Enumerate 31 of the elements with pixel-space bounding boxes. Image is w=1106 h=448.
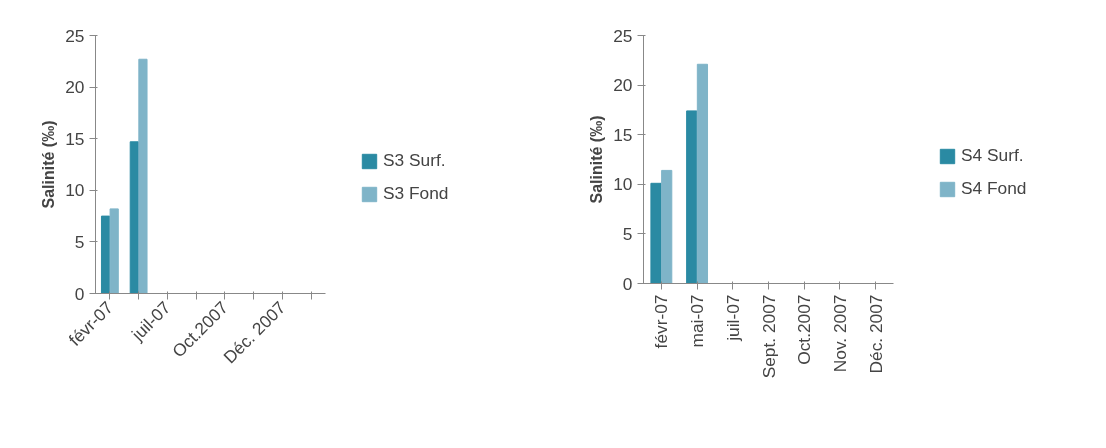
x-tick-label: Déc. 2007: [865, 294, 886, 374]
y-axis-title: Salinité (‰): [588, 115, 606, 204]
legend-label: S4 Surf.: [961, 145, 1024, 166]
x-tick-label: Oct.2007: [794, 294, 815, 365]
y-tick-label: 10: [613, 174, 633, 195]
y-tick-label: 25: [65, 25, 85, 46]
y-tick-label: 15: [65, 128, 85, 149]
x-tick-label: mai-07: [687, 294, 708, 348]
y-tick-label: 20: [613, 75, 633, 96]
y-axis-title: Salinité (‰): [40, 120, 58, 209]
y-tick-label: 10: [65, 180, 85, 201]
y-tick-label: 25: [613, 25, 633, 46]
legend-label: S3 Fond: [383, 183, 449, 204]
x-tick-label: juil-07: [722, 294, 743, 342]
bar: [650, 182, 662, 284]
bar: [661, 169, 673, 284]
x-tick-label: févr-07: [651, 294, 672, 349]
y-tick-label: 5: [622, 223, 633, 244]
legend-label: S4 Fond: [961, 178, 1027, 199]
legend-label: S3 Surf.: [383, 150, 446, 171]
y-tick-label: 0: [622, 273, 633, 294]
x-tick-label: Sept. 2007: [758, 294, 779, 379]
bar: [138, 58, 148, 294]
y-tick-label: 15: [613, 124, 633, 145]
x-tick-label: Nov. 2007: [829, 294, 850, 373]
y-tick-label: 5: [74, 231, 85, 252]
bar: [696, 63, 709, 284]
y-tick-label: 20: [65, 77, 85, 98]
bar: [109, 208, 119, 294]
bar: [686, 110, 698, 284]
y-tick-label: 0: [74, 283, 85, 304]
